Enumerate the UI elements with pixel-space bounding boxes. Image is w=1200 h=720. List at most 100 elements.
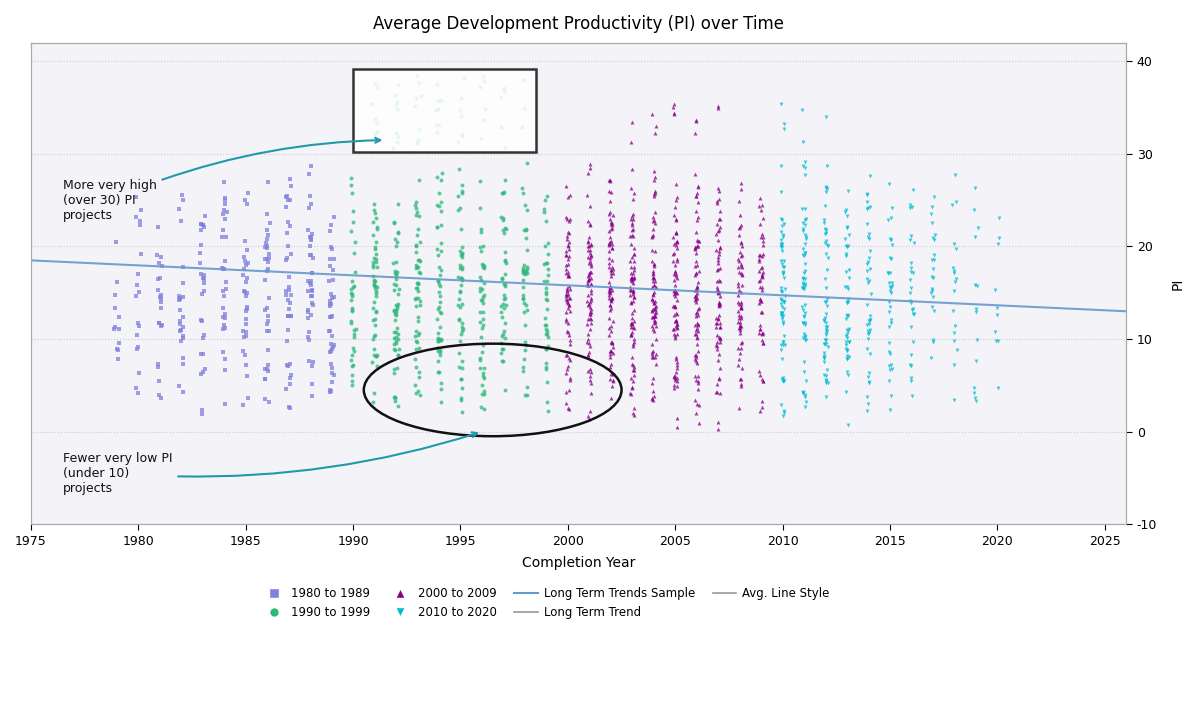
- Point: [474, 70, 493, 81]
- Point: [667, 422, 686, 433]
- Point: [452, 180, 472, 192]
- Point: [775, 261, 794, 273]
- Point: [299, 331, 318, 343]
- Point: [624, 230, 643, 242]
- Point: [194, 348, 214, 360]
- Point: [322, 385, 341, 397]
- Point: [281, 311, 300, 323]
- Point: [496, 246, 515, 258]
- Point: [817, 294, 836, 305]
- Point: [559, 258, 578, 270]
- Point: [430, 199, 449, 211]
- Point: [431, 306, 450, 318]
- Point: [688, 319, 707, 330]
- Point: [901, 230, 920, 241]
- Point: [449, 299, 468, 310]
- Point: [452, 407, 472, 418]
- Point: [126, 191, 145, 202]
- Point: [750, 405, 769, 417]
- Point: [581, 312, 600, 323]
- Point: [389, 80, 408, 91]
- Point: [604, 341, 623, 352]
- Point: [512, 262, 532, 274]
- Point: [386, 304, 406, 315]
- Point: [623, 116, 642, 127]
- Point: [732, 302, 751, 313]
- Point: [428, 366, 448, 377]
- Point: [625, 364, 644, 376]
- Point: [300, 249, 319, 261]
- Point: [386, 302, 406, 314]
- Point: [710, 321, 730, 333]
- Point: [710, 298, 730, 310]
- Point: [901, 257, 920, 269]
- Point: [622, 272, 641, 284]
- Point: [836, 343, 856, 355]
- Point: [642, 232, 661, 243]
- Point: [882, 202, 901, 214]
- Point: [643, 282, 662, 293]
- Point: [408, 138, 427, 149]
- Point: [857, 189, 876, 201]
- Point: [323, 243, 342, 255]
- Point: [858, 258, 877, 270]
- Point: [620, 282, 640, 293]
- Point: [558, 349, 577, 361]
- Point: [449, 347, 468, 359]
- Point: [344, 331, 364, 343]
- Point: [880, 233, 899, 245]
- Point: [452, 129, 472, 140]
- Point: [665, 301, 684, 312]
- Point: [559, 352, 578, 364]
- Point: [772, 286, 791, 297]
- Point: [301, 277, 320, 289]
- Point: [816, 273, 835, 284]
- Point: [708, 225, 727, 237]
- Point: [710, 243, 730, 254]
- Point: [751, 218, 770, 230]
- Point: [364, 314, 383, 325]
- Point: [667, 194, 686, 206]
- Point: [236, 318, 256, 330]
- Point: [624, 248, 643, 260]
- Point: [666, 374, 685, 386]
- Point: [494, 292, 514, 304]
- Point: [236, 330, 256, 342]
- Point: [689, 417, 708, 428]
- Point: [298, 306, 317, 318]
- Point: [389, 343, 408, 355]
- Point: [343, 290, 362, 302]
- Point: [880, 252, 899, 264]
- Point: [256, 237, 275, 248]
- Point: [107, 235, 126, 247]
- Point: [150, 389, 169, 400]
- Point: [601, 346, 620, 357]
- Point: [646, 127, 665, 138]
- Point: [623, 321, 642, 333]
- Point: [278, 324, 298, 336]
- Point: [320, 253, 340, 265]
- Point: [215, 309, 234, 320]
- Point: [600, 232, 619, 243]
- Point: [494, 317, 514, 328]
- Point: [901, 287, 920, 299]
- Point: [300, 202, 319, 214]
- Point: [689, 212, 708, 223]
- Point: [878, 267, 898, 279]
- Point: [580, 413, 599, 425]
- Point: [750, 366, 769, 377]
- Point: [454, 323, 473, 335]
- Point: [750, 323, 769, 335]
- Point: [406, 293, 425, 305]
- Point: [324, 291, 343, 302]
- Point: [622, 274, 641, 285]
- Point: [773, 375, 792, 387]
- Point: [300, 191, 319, 202]
- Point: [796, 391, 815, 402]
- Point: [836, 336, 856, 348]
- Point: [474, 260, 493, 271]
- Point: [428, 327, 448, 338]
- Point: [601, 320, 620, 332]
- Point: [732, 287, 751, 298]
- Point: [836, 250, 856, 261]
